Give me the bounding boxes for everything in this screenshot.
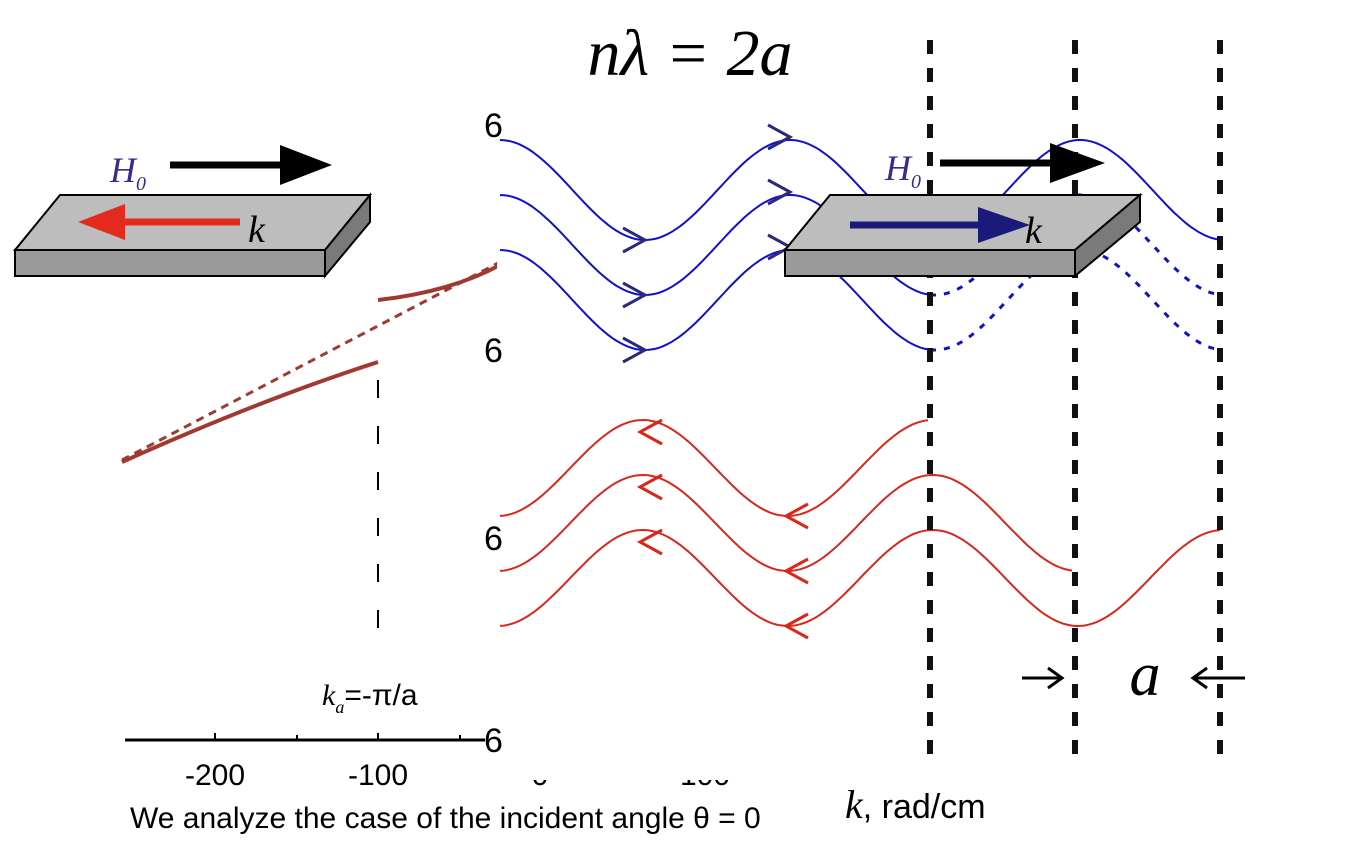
left-slab — [15, 145, 370, 276]
field-subscript: 0 — [911, 171, 921, 193]
y-tick-label: 6 — [484, 722, 503, 760]
cutoff-subscript: a — [335, 697, 344, 717]
field-symbol: H — [884, 148, 913, 188]
cutoff-label: ka=-π/a — [322, 679, 418, 717]
y-tick-label: 6 — [484, 332, 503, 370]
x-tick-label: -100 — [348, 759, 408, 792]
axis-unit: , rad/cm — [863, 788, 986, 826]
field-subscript: 0 — [136, 173, 146, 195]
dispersion-lower — [122, 362, 378, 462]
left-field-label: H0 — [109, 150, 146, 195]
slide: -200 -100 0 100 ka=-π/a 6 6 6 6 nλ = 2a … — [0, 0, 1359, 847]
axis-symbol: k — [845, 782, 864, 827]
field-symbol: H — [109, 150, 138, 190]
x-axis-label: k, rad/cm — [845, 782, 986, 827]
y-tick-label: 6 — [484, 520, 503, 558]
period-label: a — [1130, 641, 1161, 709]
x-tick-label: -200 — [185, 759, 245, 792]
right-k-label: k — [1025, 210, 1043, 252]
caption: We analyze the case of the incident angl… — [130, 802, 761, 835]
overlay-panel — [497, 60, 1359, 780]
formula: nλ = 2a — [587, 17, 792, 90]
left-k-label: k — [248, 209, 266, 251]
cutoff-text: =-π/a — [344, 679, 418, 712]
dispersion-dotted — [122, 262, 500, 460]
cutoff-symbol: k — [322, 679, 336, 712]
